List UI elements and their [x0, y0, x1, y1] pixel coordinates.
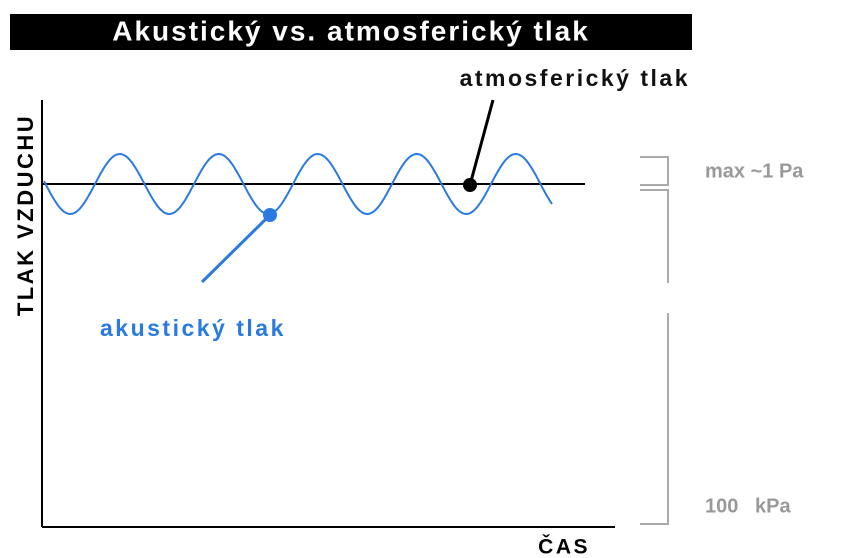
title-box [10, 14, 692, 50]
x-axis-label: ČAS [538, 535, 590, 558]
atmospheric-label: atmosferický tlak [460, 65, 690, 91]
atmospheric-dot [463, 178, 477, 192]
base-label: 100 kPa [705, 495, 792, 517]
acoustic-pointer [200, 213, 272, 284]
acoustic-wave [43, 152, 553, 216]
base-bracket-bottom [640, 313, 669, 525]
y-axis-label: TLAK VZDUCHU [13, 114, 38, 316]
acoustic-label: akustický tlak [100, 315, 286, 341]
acoustic-dot [263, 208, 277, 222]
max-label: max ~1 Pa [705, 160, 804, 182]
atmospheric-pointer [468, 99, 495, 186]
title: Akustický vs. atmosferický tlak [112, 15, 590, 46]
max-bracket [640, 156, 669, 186]
base-bracket-top [640, 189, 669, 283]
